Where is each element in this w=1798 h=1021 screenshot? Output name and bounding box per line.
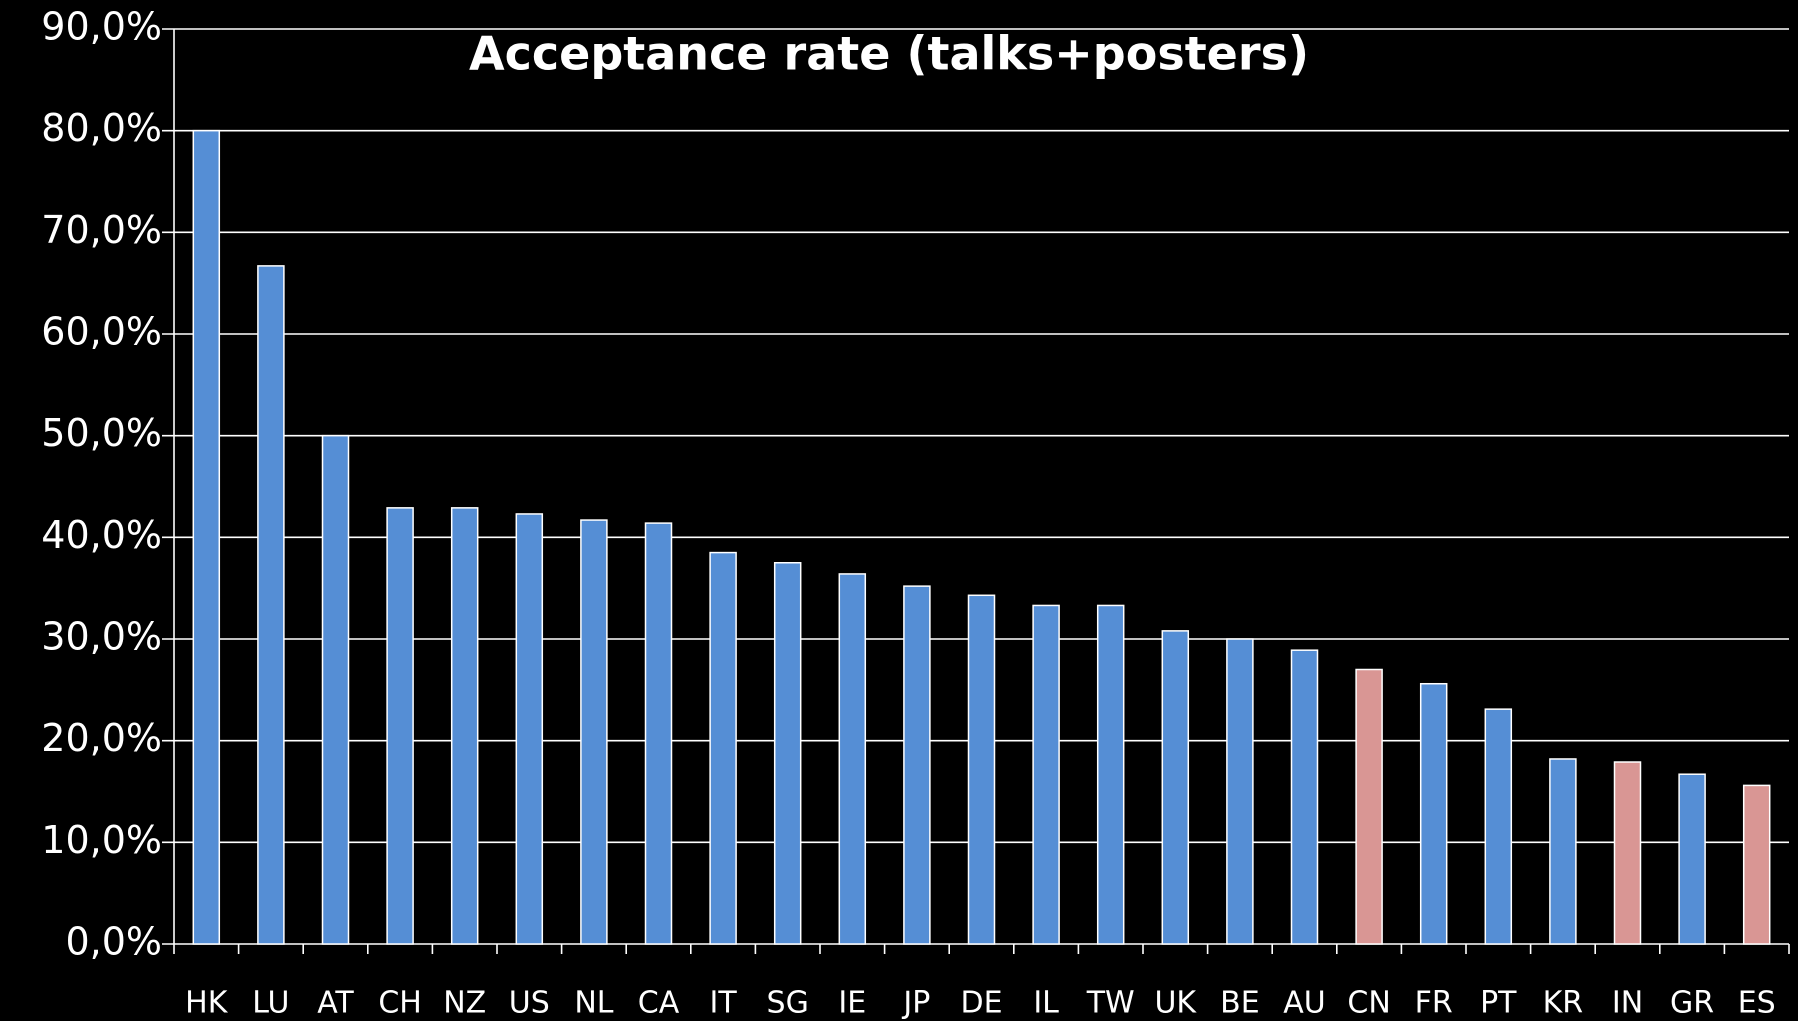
y-tick-label: 50,0% xyxy=(41,411,162,455)
y-tick-label: 20,0% xyxy=(41,716,162,760)
bar xyxy=(1613,761,1642,945)
x-tick-label: AU xyxy=(1283,986,1325,1021)
bar xyxy=(515,513,544,945)
x-tick-label: CA xyxy=(638,986,680,1021)
bar xyxy=(1549,758,1577,945)
y-tick-label: 30,0% xyxy=(41,615,162,659)
x-tick-label: NZ xyxy=(443,986,486,1021)
bar xyxy=(192,129,221,945)
x-tick-label: JP xyxy=(901,986,930,1021)
bar xyxy=(709,551,737,945)
x-tick-label: UK xyxy=(1154,986,1197,1021)
bar xyxy=(1484,708,1513,945)
x-tick-label: TW xyxy=(1086,986,1135,1021)
bar xyxy=(1742,784,1771,945)
x-tick-label: CN xyxy=(1347,986,1390,1021)
chart-title: Acceptance rate (talks+posters) xyxy=(469,27,1309,81)
x-tick-label: US xyxy=(509,986,550,1021)
y-tick-label: 90,0% xyxy=(41,5,162,49)
x-tick-label: SG xyxy=(767,986,809,1021)
y-tick-label: 10,0% xyxy=(41,818,162,862)
bar xyxy=(1226,638,1254,945)
x-tick-label: DE xyxy=(960,986,1002,1021)
bar xyxy=(450,507,479,945)
bar xyxy=(773,562,802,945)
x-tick-label: PT xyxy=(1480,986,1517,1021)
x-tick-label: AT xyxy=(317,986,354,1021)
bar xyxy=(1355,668,1383,945)
bar xyxy=(838,573,867,945)
x-tick-label: CH xyxy=(378,986,422,1021)
x-tick-label: KR xyxy=(1543,986,1584,1021)
x-tick-label: GR xyxy=(1670,986,1714,1021)
bar xyxy=(1290,649,1319,945)
bar xyxy=(321,434,350,945)
bar xyxy=(1096,604,1125,945)
x-tick-label: FR xyxy=(1415,986,1453,1021)
x-tick-label: IL xyxy=(1033,986,1059,1021)
y-tick-label: 60,0% xyxy=(41,310,162,354)
x-tick-label: IE xyxy=(838,986,866,1021)
x-tick-label: LU xyxy=(252,986,289,1021)
y-tick-label: 0,0% xyxy=(65,920,162,964)
bar xyxy=(386,507,414,945)
x-tick-label: BE xyxy=(1220,986,1260,1021)
x-tick-label: ES xyxy=(1738,986,1776,1021)
bar xyxy=(1161,630,1190,945)
bar xyxy=(967,594,996,945)
bar xyxy=(1419,682,1448,945)
y-tick-label: 70,0% xyxy=(41,208,162,252)
bar xyxy=(1678,773,1706,945)
bar xyxy=(580,519,608,945)
x-tick-label: NL xyxy=(574,986,613,1021)
x-tick-label: IN xyxy=(1612,986,1643,1021)
bar xyxy=(1032,604,1060,945)
bar xyxy=(644,522,673,945)
bar xyxy=(903,585,931,945)
x-tick-label: HK xyxy=(185,986,229,1021)
y-tick-label: 80,0% xyxy=(41,106,162,150)
bar xyxy=(257,265,285,945)
y-tick-label: 40,0% xyxy=(41,513,162,557)
x-tick-label: IT xyxy=(710,986,738,1021)
